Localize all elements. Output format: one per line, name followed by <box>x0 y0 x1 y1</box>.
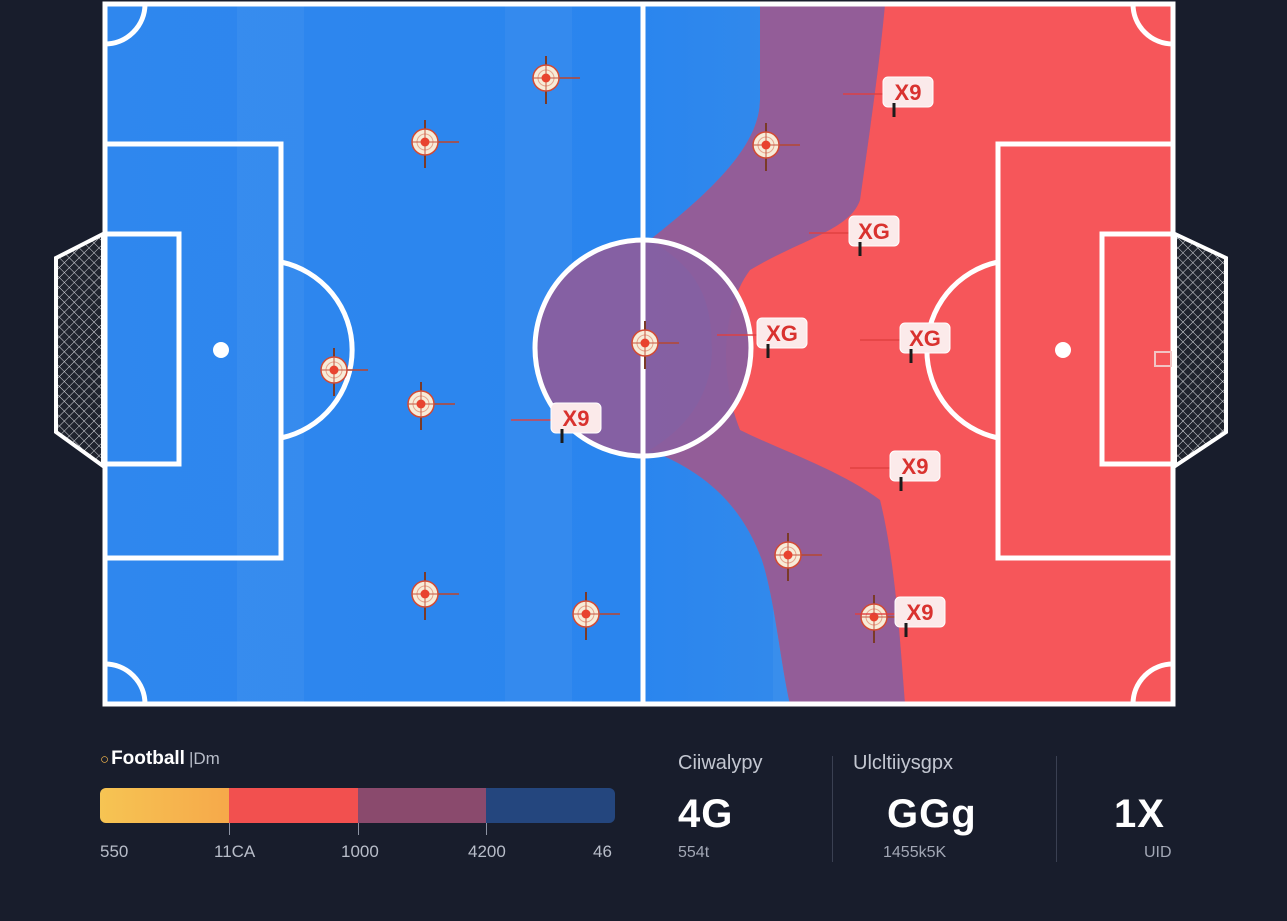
contested-zone <box>650 4 905 704</box>
player-marker[interactable] <box>407 382 455 430</box>
player-marker[interactable] <box>411 120 459 168</box>
legend-segment <box>357 788 487 823</box>
legend-title: Football <box>111 748 185 769</box>
legend-tick <box>357 823 359 835</box>
player-marker[interactable] <box>752 123 800 171</box>
legend-tick <box>486 823 488 835</box>
right-goal-marker <box>1154 351 1172 367</box>
xg-tag-label: XG <box>858 219 890 244</box>
xg-tag[interactable]: XG <box>860 322 951 363</box>
left-penalty-spot <box>213 342 229 358</box>
player-marker[interactable] <box>320 348 368 396</box>
stat-1-value: 4G <box>678 792 734 836</box>
location-pin-icon: ○ <box>100 751 110 768</box>
legend-label-3: 4200 <box>468 842 506 861</box>
pitch-map: X9 XG XG XG X9 X9 X9 <box>54 1 1228 707</box>
legend-panel: ○ Football |Dm 550 11CA 1000 4200 46 <box>100 748 620 878</box>
legend-label-2: 1000 <box>341 842 379 861</box>
xg-tag[interactable]: XG <box>717 317 808 358</box>
xg-tag-label: X9 <box>563 406 590 431</box>
legend-tick <box>228 823 230 835</box>
xg-tag-label: XG <box>909 326 941 351</box>
legend-segment <box>228 788 358 823</box>
right-goal-net <box>1173 230 1228 470</box>
player-marker[interactable] <box>411 572 459 620</box>
players-layer <box>320 56 908 643</box>
legend-segment <box>486 788 615 823</box>
stat-2-sub: 1455k5K <box>883 844 947 861</box>
xg-tag[interactable]: X9 <box>843 76 934 117</box>
stat-block-2: Ulcltiiysgpx GGg 1455k5K <box>853 748 1043 878</box>
stat-block-3: 1X UID <box>1100 748 1210 878</box>
stat-2-value: GGg <box>887 792 977 836</box>
stat-3-sub: UID <box>1144 844 1172 861</box>
xg-tag-label: XG <box>766 321 798 346</box>
legend-tick-labels: 550 11CA 1000 4200 46 <box>100 842 620 866</box>
stat-1-sub: 554t <box>678 844 710 861</box>
stat-block-1: Ciiwalypy 4G 554t <box>678 748 828 878</box>
pitch-stripe <box>237 4 304 704</box>
stat-divider-1 <box>832 756 833 862</box>
player-marker[interactable] <box>532 56 580 104</box>
legend-title-row: ○ Football |Dm <box>100 748 220 770</box>
legend-gradient-bar <box>100 788 615 823</box>
player-marker[interactable] <box>860 595 908 643</box>
xg-tag[interactable]: X9 <box>850 450 941 491</box>
legend-label-4: 46 <box>593 842 612 861</box>
left-goal-net <box>54 230 105 470</box>
xg-tag[interactable]: X9 <box>855 596 946 637</box>
right-penalty-spot <box>1055 342 1071 358</box>
xg-tag-label: X9 <box>907 600 934 625</box>
stat-2-label: Ulcltiiysgpx <box>853 752 954 774</box>
legend-segment <box>100 788 229 823</box>
pitch-svg: X9 XG XG XG X9 X9 X9 <box>54 1 1228 707</box>
xg-tags-layer: X9 XG XG XG X9 X9 X9 <box>511 76 951 637</box>
xg-tag-label: X9 <box>902 454 929 479</box>
stat-1-label: Ciiwalypy <box>678 752 763 774</box>
stat-3-value: 1X <box>1114 792 1165 836</box>
stat-divider-2 <box>1056 756 1057 862</box>
legend-label-0: 550 <box>100 842 129 861</box>
xg-tag[interactable]: X9 <box>511 402 602 443</box>
legend-label-1: 11CA <box>214 842 256 861</box>
player-marker[interactable] <box>774 533 822 581</box>
legend-subtitle: |Dm <box>188 749 220 768</box>
legend-ticks <box>100 823 615 837</box>
player-marker[interactable] <box>572 592 620 640</box>
player-marker[interactable] <box>631 321 679 369</box>
xg-tag-label: X9 <box>895 80 922 105</box>
away-control-zone-core <box>726 4 1175 704</box>
xg-tag[interactable]: XG <box>809 215 900 256</box>
